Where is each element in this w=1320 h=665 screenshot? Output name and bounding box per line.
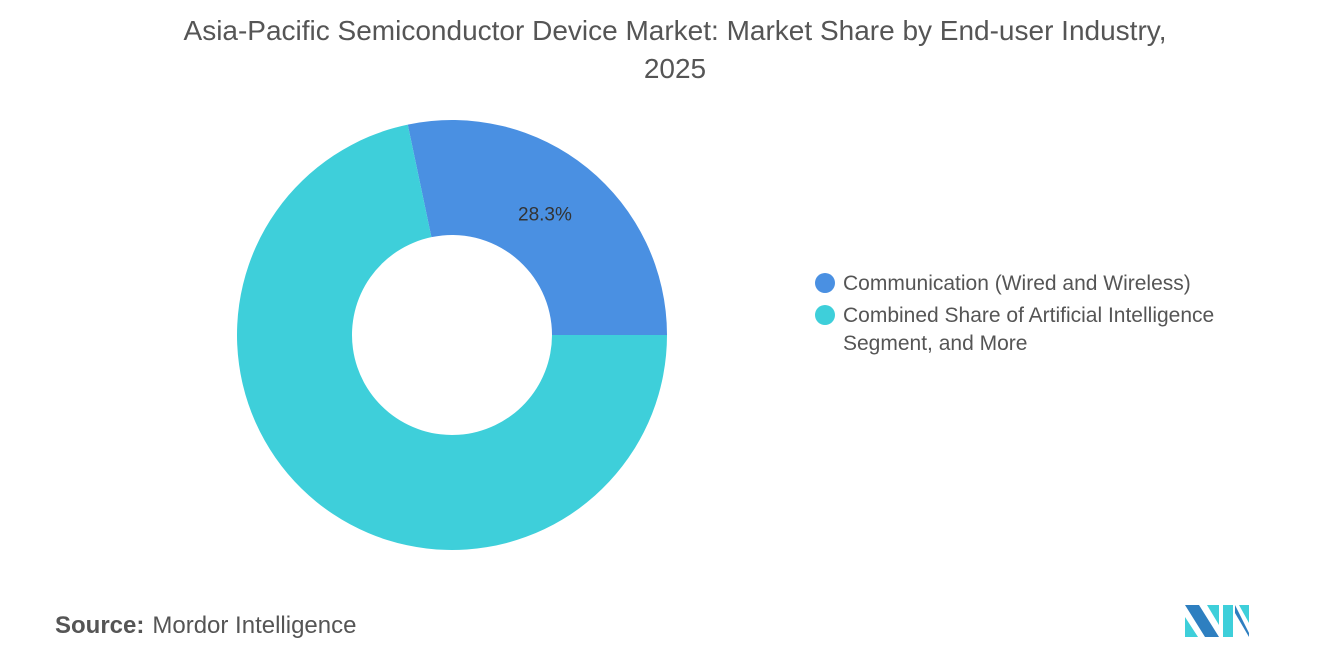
legend-item-ai-and-more: Combined Share of Artificial Intelligenc…: [815, 302, 1275, 358]
legend-label: Communication (Wired and Wireless): [843, 272, 1191, 295]
legend: Communication (Wired and Wireless) Combi…: [815, 270, 1275, 362]
legend-swatch: [815, 305, 835, 325]
mordor-logo-icon: [1185, 605, 1249, 637]
legend-label: Combined Share of Artificial Intelligenc…: [843, 304, 1215, 355]
donut-slice-0: [407, 119, 667, 335]
data-label: 28.3%: [518, 204, 572, 225]
chart-title: Asia-Pacific Semiconductor Device Market…: [183, 15, 1167, 84]
source-label: Source:: [55, 612, 145, 639]
donut-slice-1: [237, 124, 667, 550]
source-value: Mordor Intelligence: [152, 612, 357, 639]
legend-item-communication: Communication (Wired and Wireless): [815, 270, 1275, 298]
legend-swatch: [815, 273, 835, 293]
source-note: Source: Mordor Intelligence: [55, 612, 356, 640]
